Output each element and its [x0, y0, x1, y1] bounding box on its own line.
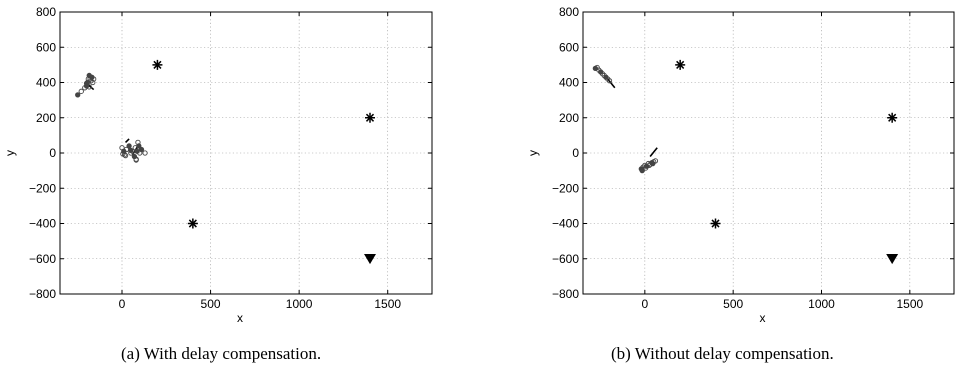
agent-position-marker [136, 143, 142, 149]
y-tick-label: 200 [36, 111, 56, 125]
y-tick-label: 200 [559, 111, 579, 125]
asterisk-stroke [365, 113, 375, 122]
y-tick-label: 800 [36, 5, 56, 19]
agent-position-marker [75, 92, 81, 98]
y-tick-label: −400 [29, 217, 56, 231]
agent-position-marker [86, 84, 92, 90]
caption-panel-b: (b) Without delay compensation. [611, 344, 834, 363]
agent-position-marker [133, 156, 139, 162]
panel-a-with-delay-compensation: 0 500 1000 1500 −800 −600 −400 −200 0 200 400 600 80… [3, 5, 433, 325]
agent-position-marker [120, 151, 126, 157]
panel-b-without-delay-compensation: 0 500 1000 1500 −800 −600 −400 −200 0 200 400 600 80… [526, 5, 955, 325]
agent-position-marker [91, 76, 97, 82]
asterisk-stroke [711, 219, 720, 228]
y-tick-label: −800 [29, 287, 56, 301]
agent-position-marker [650, 160, 656, 167]
y-tick-label: 400 [36, 76, 56, 90]
agent-position-marker [78, 88, 84, 94]
x-tick-label: 1500 [896, 297, 923, 311]
x-tick-label: 500 [723, 297, 743, 311]
agent-position-marker [606, 78, 613, 84]
x-tick-label: 1000 [808, 297, 835, 311]
caption-panel-a: (a) With delay compensation. [121, 344, 322, 363]
agent-position-marker [639, 167, 645, 174]
y-axis-label: y [3, 150, 17, 156]
agent-position-marker [138, 146, 145, 153]
target-asterisk-marker [887, 112, 898, 123]
agent-position-marker [643, 165, 649, 171]
y-tick-label: 0 [49, 146, 56, 160]
x-tick-label: 1500 [374, 297, 401, 311]
agent-position-marker [83, 80, 90, 87]
y-tick-label: −200 [29, 181, 56, 195]
y-axis-label: y [526, 150, 540, 156]
plot-frame [59, 11, 433, 295]
y-tick-label: 0 [572, 146, 579, 160]
x-tick-label: 1000 [286, 297, 313, 311]
agent-position-marker [126, 143, 132, 149]
x-axis-label: x [760, 311, 766, 325]
plot-frame [582, 11, 955, 295]
y-tick-label: 400 [559, 76, 579, 90]
x-tick-label: 0 [641, 297, 648, 311]
y-tick-label: 600 [559, 40, 579, 54]
target-asterisk-marker [675, 59, 686, 70]
x-tick-label: 0 [119, 297, 126, 311]
base-triangle-marker [886, 253, 899, 265]
y-tick-label: −800 [552, 287, 579, 301]
heading-arrow [124, 138, 130, 143]
asterisk-stroke [153, 60, 162, 69]
base-triangle-marker [364, 253, 376, 265]
agent-position-marker [142, 150, 148, 156]
target-asterisk-marker [187, 218, 198, 229]
y-tick-label: −600 [552, 252, 579, 266]
x-tick-label: 500 [201, 297, 221, 311]
y-tick-label: 600 [36, 40, 56, 54]
asterisk-stroke [888, 113, 897, 122]
y-tick-label: 800 [559, 5, 579, 19]
asterisk-stroke [676, 60, 685, 69]
y-tick-label: −400 [552, 217, 579, 231]
agent-position-marker [90, 79, 96, 86]
agent-position-marker [652, 158, 659, 164]
target-asterisk-marker [365, 112, 375, 123]
y-tick-label: −600 [29, 252, 56, 266]
x-axis-label: x [237, 311, 243, 325]
y-tick-label: −200 [552, 181, 579, 195]
asterisk-stroke [188, 219, 197, 228]
heading-arrow [649, 147, 658, 158]
target-asterisk-marker [152, 59, 163, 70]
target-asterisk-marker [710, 218, 721, 229]
agent-position-marker [128, 147, 134, 154]
